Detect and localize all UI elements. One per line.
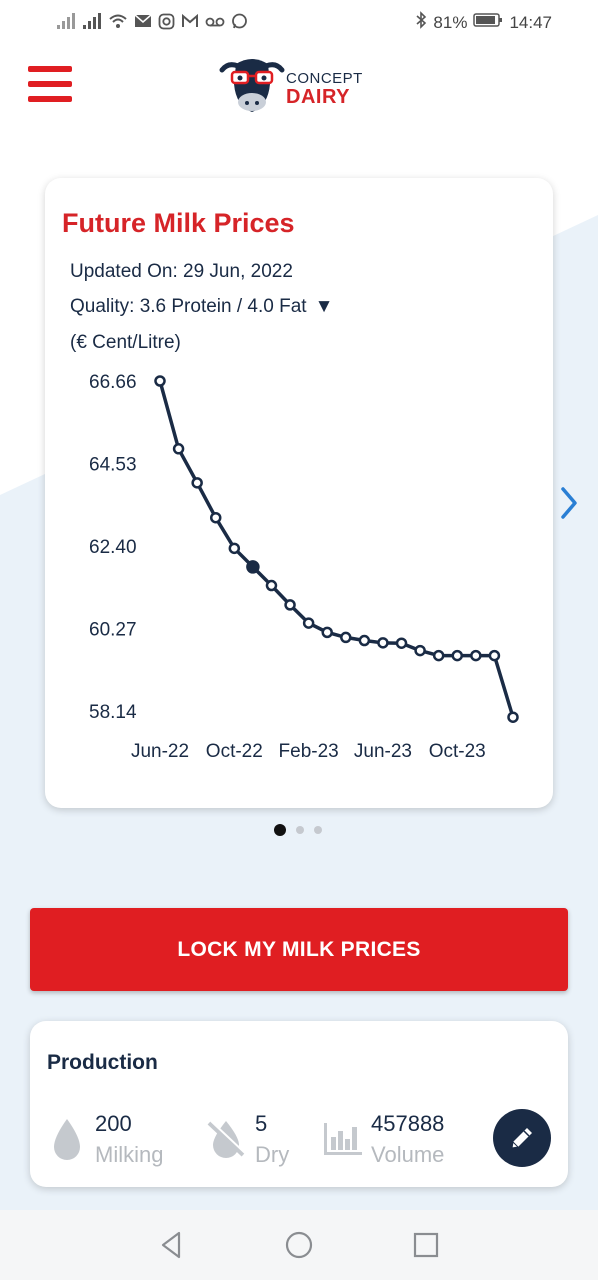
dry-label: Dry xyxy=(255,1142,290,1167)
updated-on-text: Updated On: 29 Jun, 2022 xyxy=(70,261,293,282)
price-data-point[interactable] xyxy=(321,626,333,639)
price-data-point[interactable] xyxy=(432,649,445,662)
quality-selector[interactable]: Quality: 3.6 Protein / 4.0 Fat ▼ xyxy=(70,296,333,318)
price-data-point[interactable] xyxy=(228,542,241,555)
menu-icon-bar xyxy=(28,81,72,87)
x-tick-label: Jun-23 xyxy=(354,741,412,762)
menu-icon-bar xyxy=(28,96,72,102)
y-tick-label: 58.14 xyxy=(89,702,137,723)
edit-production-button[interactable] xyxy=(493,1109,551,1167)
price-data-point[interactable] xyxy=(507,711,519,723)
signal-icon xyxy=(56,12,76,30)
price-data-point[interactable] xyxy=(172,443,185,455)
milk-drop-icon xyxy=(54,1119,80,1160)
battery-icon xyxy=(473,12,503,33)
voicemail-icon xyxy=(205,14,225,28)
status-left-icons xyxy=(56,12,248,30)
battery-percent: 81% xyxy=(433,12,468,32)
volume-label: Volume xyxy=(371,1142,445,1167)
next-slide-button[interactable] xyxy=(556,486,582,520)
carousel-dot[interactable] xyxy=(296,826,304,834)
volume-value: 457888 xyxy=(371,1111,445,1136)
y-tick-label: 60.27 xyxy=(89,620,137,641)
price-data-point[interactable] xyxy=(358,634,371,647)
milking-label: Milking xyxy=(95,1142,164,1167)
y-tick-label: 62.40 xyxy=(89,537,137,558)
production-title: Production xyxy=(47,1051,158,1074)
no-milk-icon xyxy=(207,1120,246,1158)
home-circle-icon xyxy=(285,1231,313,1259)
stat-milking: 200 Milking xyxy=(50,1109,210,1169)
recents-square-icon xyxy=(413,1232,439,1258)
whatsapp-icon xyxy=(231,13,248,30)
price-data-point[interactable] xyxy=(246,560,260,574)
price-unit-label: (€ Cent/Litre) xyxy=(70,332,181,353)
logo-text-concept: CONCEPT xyxy=(286,70,363,87)
back-button[interactable] xyxy=(157,1230,187,1260)
card-title: Future Milk Prices xyxy=(62,208,295,238)
price-data-point[interactable] xyxy=(414,644,426,657)
price-data-point[interactable] xyxy=(265,579,278,592)
logo-text-dairy: DAIRY xyxy=(286,86,350,108)
gmail-icon xyxy=(181,13,199,29)
home-button[interactable] xyxy=(284,1230,314,1260)
bluetooth-icon xyxy=(415,11,427,34)
y-tick-label: 64.53 xyxy=(89,455,137,476)
lock-my-milk-prices-button[interactable]: LOCK MY MILK PRICES xyxy=(30,908,568,991)
price-data-point[interactable] xyxy=(488,649,501,662)
price-data-point[interactable] xyxy=(451,649,464,662)
price-data-point[interactable] xyxy=(191,477,203,489)
recents-button[interactable] xyxy=(411,1230,441,1260)
price-data-point[interactable] xyxy=(395,637,408,649)
milk-price-line-chart: 66.66 64.53 62.40 60.27 58.14 Jun-22 Oct-22 Feb… xyxy=(89,372,519,762)
dry-value: 5 xyxy=(255,1111,268,1136)
price-data-point[interactable] xyxy=(340,631,352,644)
x-tick-label: Jun-22 xyxy=(131,741,189,762)
carousel-dot[interactable] xyxy=(274,824,286,836)
cow-logo-icon xyxy=(219,59,285,112)
dropdown-caret-icon: ▼ xyxy=(314,296,334,317)
stat-volume: 457888 Volume xyxy=(322,1109,482,1169)
stat-dry: 5 Dry xyxy=(205,1109,325,1169)
x-tick-label: Oct-22 xyxy=(206,741,263,762)
production-card: Production 200 Milking 5 Dry 457888 Volu… xyxy=(30,1021,568,1187)
carousel-pagination xyxy=(274,824,322,836)
system-navigation-bar xyxy=(0,1210,598,1280)
clock: 14:47 xyxy=(509,12,552,32)
menu-icon-bar xyxy=(28,66,72,72)
future-milk-prices-card: Future Milk Prices Updated On: 29 Jun, 2… xyxy=(45,178,553,808)
signal-icon xyxy=(82,12,102,30)
price-data-point[interactable] xyxy=(470,649,482,662)
quality-text: Quality: 3.6 Protein / 4.0 Fat xyxy=(70,296,307,317)
instagram-icon xyxy=(158,13,175,30)
price-data-point[interactable] xyxy=(284,599,296,611)
carousel-dot[interactable] xyxy=(314,826,322,834)
chevron-right-icon xyxy=(561,487,577,519)
bar-chart-icon xyxy=(324,1123,362,1155)
x-tick-label: Oct-23 xyxy=(429,741,486,762)
status-right: 81% 14:47 xyxy=(415,11,552,34)
price-series-line xyxy=(158,380,515,718)
milking-value: 200 xyxy=(95,1111,132,1136)
concept-dairy-logo: CONCEPT DAIRY xyxy=(218,50,370,118)
x-tick-label: Feb-23 xyxy=(279,741,339,762)
mail-icon xyxy=(134,13,152,29)
price-data-point[interactable] xyxy=(302,617,315,629)
menu-button[interactable] xyxy=(28,66,72,106)
wifi-icon xyxy=(108,12,128,30)
price-data-point[interactable] xyxy=(377,637,389,649)
y-tick-label: 66.66 xyxy=(89,372,137,393)
price-data-point[interactable] xyxy=(209,511,222,524)
price-data-point[interactable] xyxy=(154,375,166,387)
back-triangle-icon xyxy=(161,1231,181,1259)
pencil-icon xyxy=(511,1128,532,1149)
status-bar: 81% 14:47 xyxy=(0,0,598,44)
